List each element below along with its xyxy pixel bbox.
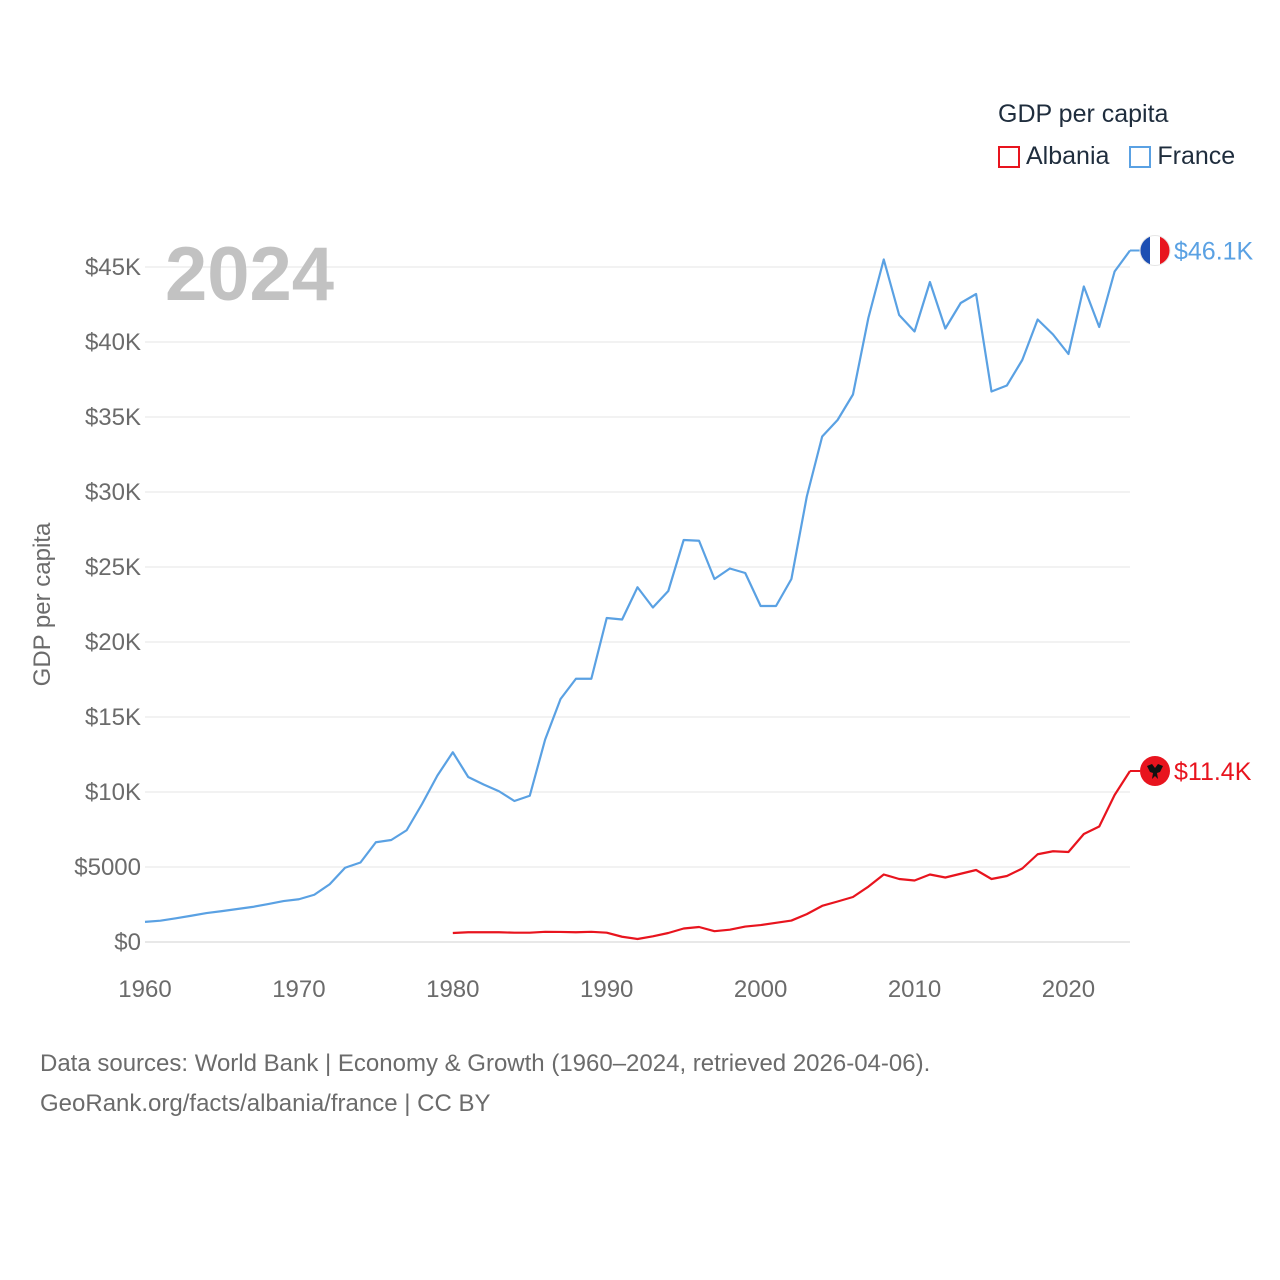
- x-tick-label: 1990: [580, 976, 633, 1003]
- y-tick-label: $35K: [85, 404, 141, 431]
- x-tick-label: 2010: [888, 976, 941, 1003]
- legend: Albania France: [998, 142, 1255, 171]
- y-tick-label: $5000: [74, 854, 141, 881]
- source-line-1: Data sources: World Bank | Economy & Gro…: [40, 1050, 931, 1077]
- series-line-france: [144, 249, 1131, 923]
- y-axis-title: GDP per capita: [29, 522, 56, 686]
- y-tick-label: $30K: [85, 479, 141, 506]
- legend-swatch-france: [1129, 145, 1152, 168]
- y-tick-label: $45K: [85, 254, 141, 281]
- series-line-albania: [452, 770, 1131, 941]
- flag-stripe-white: [1150, 235, 1160, 266]
- legend-title: GDP per capita: [998, 100, 1169, 128]
- legend-item-france[interactable]: France: [1129, 142, 1235, 171]
- legend-label-france: France: [1157, 142, 1236, 170]
- legend-label-albania: Albania: [1026, 142, 1110, 170]
- y-tick-label: $20K: [85, 629, 141, 656]
- end-value-label-albania: $11.4K: [1174, 758, 1252, 786]
- x-tick-label: 2020: [1042, 976, 1095, 1003]
- x-tick-label: 1960: [118, 976, 171, 1003]
- flag-stripe-blue: [1140, 235, 1150, 266]
- flag-ring: [1139, 235, 1171, 266]
- line-chart: $0 $5000 $10K $15K $20K $25K $30K $35K $40K $45K 1…: [29, 232, 1254, 1003]
- flag-eagle: [1147, 764, 1163, 779]
- end-value-label-france: $46.1K: [1174, 238, 1254, 266]
- y-tick-label: $10K: [85, 779, 141, 806]
- y-tick-label: $40K: [85, 329, 141, 356]
- year-watermark: 2024: [165, 232, 334, 317]
- legend-item-albania[interactable]: Albania: [998, 142, 1109, 171]
- flag-stripe-red: [1160, 235, 1170, 266]
- x-tick-label: 1970: [272, 976, 325, 1003]
- y-tick-label: $15K: [85, 704, 141, 731]
- albania-flag-icon: [1140, 756, 1170, 786]
- source-note: Data sources: World Bank | Economy & Gro…: [40, 1044, 930, 1124]
- source-line-2[interactable]: GeoRank.org/facts/albania/france | CC BY: [40, 1090, 491, 1117]
- y-tick-label: $0: [114, 929, 141, 956]
- france-flag-stripes: [1140, 235, 1170, 266]
- y-tick-label: $25K: [85, 554, 141, 581]
- legend-swatch-albania: [998, 145, 1020, 168]
- x-tick-label: 1980: [426, 976, 479, 1003]
- france-flag-icon: [1139, 235, 1171, 266]
- x-tick-label: 2000: [734, 976, 787, 1003]
